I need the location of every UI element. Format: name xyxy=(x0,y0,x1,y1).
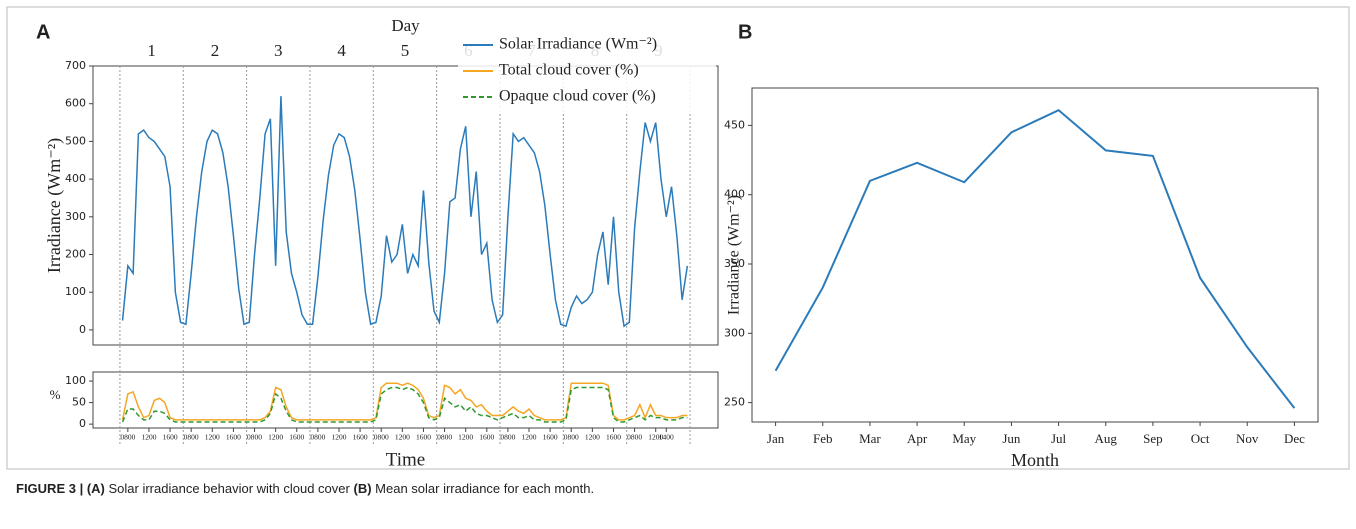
x-tick-label: May xyxy=(952,431,976,446)
series-line xyxy=(121,382,688,421)
x-tick-label: Aug xyxy=(1095,431,1118,446)
x-tick-label: 1600 xyxy=(289,433,304,442)
day-label: 3 xyxy=(274,41,283,60)
legend-label: Opaque cloud cover (%) xyxy=(499,88,656,105)
x-tick-label: 1200 xyxy=(648,433,663,442)
caption-tag: (B) xyxy=(353,481,372,496)
caption-tag: (A) xyxy=(86,481,105,496)
x-axis-label: Month xyxy=(1011,450,1059,470)
x-tick-label: Feb xyxy=(813,431,833,446)
series-line xyxy=(121,386,688,423)
x-tick-label: 1200 xyxy=(522,433,537,442)
x-tick-label: 0800 xyxy=(120,433,135,442)
top-axis-label: Day xyxy=(391,16,420,35)
x-tick-label: 0800 xyxy=(437,433,452,442)
day-label: 2 xyxy=(211,41,220,60)
legend-label: Total cloud cover (%) xyxy=(499,62,639,79)
series-line xyxy=(774,108,1296,409)
x-tick-label: 1200 xyxy=(585,433,600,442)
caption: FIGURE 3 | (A) Solar irradiance behavior… xyxy=(16,481,594,496)
x-tick-label: 1600 xyxy=(226,433,241,442)
day-label: 1 xyxy=(147,41,156,60)
x-tick-label: 1600 xyxy=(163,433,178,442)
y-tick-label: 250 xyxy=(724,396,745,409)
x-tick-label: 1200 xyxy=(331,433,346,442)
y-tick-label: 100 xyxy=(65,285,86,298)
x-tick-label: 1200 xyxy=(395,433,410,442)
x-tick-label: 1600 xyxy=(479,433,494,442)
panel-label: A xyxy=(36,21,50,43)
plot-frame xyxy=(751,87,1319,423)
x-tick-label: 0800 xyxy=(374,433,389,442)
y2-tick-label: 0 xyxy=(79,417,86,430)
day-label: 4 xyxy=(337,41,346,60)
x-tick-label: 1600 xyxy=(416,433,431,442)
caption-text: Solar irradiance behavior with cloud cov… xyxy=(108,481,350,496)
y-tick-label: 300 xyxy=(65,210,86,223)
x-axis-label: Time xyxy=(386,449,425,470)
x-tick-label: 1600 xyxy=(606,433,621,442)
x-tick-label: 0800 xyxy=(500,433,515,442)
y-tick-label: 200 xyxy=(65,248,86,261)
panel-label: B xyxy=(738,21,752,43)
y-axis-label: Irradiance (Wm⁻²) xyxy=(44,138,65,273)
legend-box xyxy=(458,32,716,114)
x-tick-label: Oct xyxy=(1191,431,1210,446)
y-tick-label: 350 xyxy=(724,257,745,270)
y-tick-label: 700 xyxy=(65,59,86,72)
x-tick-label: Apr xyxy=(907,431,928,446)
x-tick-label: Jan xyxy=(767,431,785,446)
legend: Solar Irradiance (Wm⁻²) Total cloud cover… xyxy=(458,32,716,114)
y2-tick-label: 50 xyxy=(72,396,86,409)
figure-frame xyxy=(6,6,1350,470)
day-label: 5 xyxy=(401,41,410,60)
x-tick-label: 0800 xyxy=(627,433,642,442)
x-tick-label: Nov xyxy=(1236,431,1259,446)
y-tick-label: 500 xyxy=(65,134,86,147)
y-tick-label: 400 xyxy=(65,172,86,185)
x-tick-label: 1600 xyxy=(543,433,558,442)
x-tick-label: 1400 xyxy=(659,433,674,442)
y2-axis-label: % xyxy=(50,387,61,402)
plot-frame xyxy=(92,65,719,346)
y-tick-label: 450 xyxy=(724,118,745,131)
x-tick-label: Mar xyxy=(859,431,881,446)
x-tick-label: 1200 xyxy=(205,433,220,442)
x-tick-label: 0800 xyxy=(184,433,199,442)
y-tick-label: 600 xyxy=(65,97,86,110)
x-tick-label: 1600 xyxy=(353,433,368,442)
x-tick-label: 0800 xyxy=(564,433,579,442)
legend-label: Solar Irradiance (Wm⁻²) xyxy=(499,36,657,53)
y2-tick-label: 100 xyxy=(65,374,86,387)
y-tick-label: 0 xyxy=(79,323,86,336)
x-tick-label: 0800 xyxy=(247,433,262,442)
x-tick-label: Dec xyxy=(1284,431,1305,446)
x-tick-label: 1200 xyxy=(268,433,283,442)
x-tick-label: Jul xyxy=(1051,431,1067,446)
x-tick-label: 1200 xyxy=(141,433,156,442)
y-axis-label: Irradiance (Wm⁻²) xyxy=(726,195,743,315)
caption-label: FIGURE 3 | xyxy=(16,481,84,496)
x-tick-label: 0800 xyxy=(310,433,325,442)
y-tick-label: 400 xyxy=(724,188,745,201)
x-tick-label: Sep xyxy=(1143,431,1163,446)
series-line xyxy=(121,96,689,328)
x-tick-label: 1200 xyxy=(458,433,473,442)
caption-text: Mean solar irradiance for each month. xyxy=(375,481,595,496)
y-tick-label: 300 xyxy=(724,326,745,339)
x-tick-label: Jun xyxy=(1002,431,1021,446)
plot-frame xyxy=(92,371,719,429)
